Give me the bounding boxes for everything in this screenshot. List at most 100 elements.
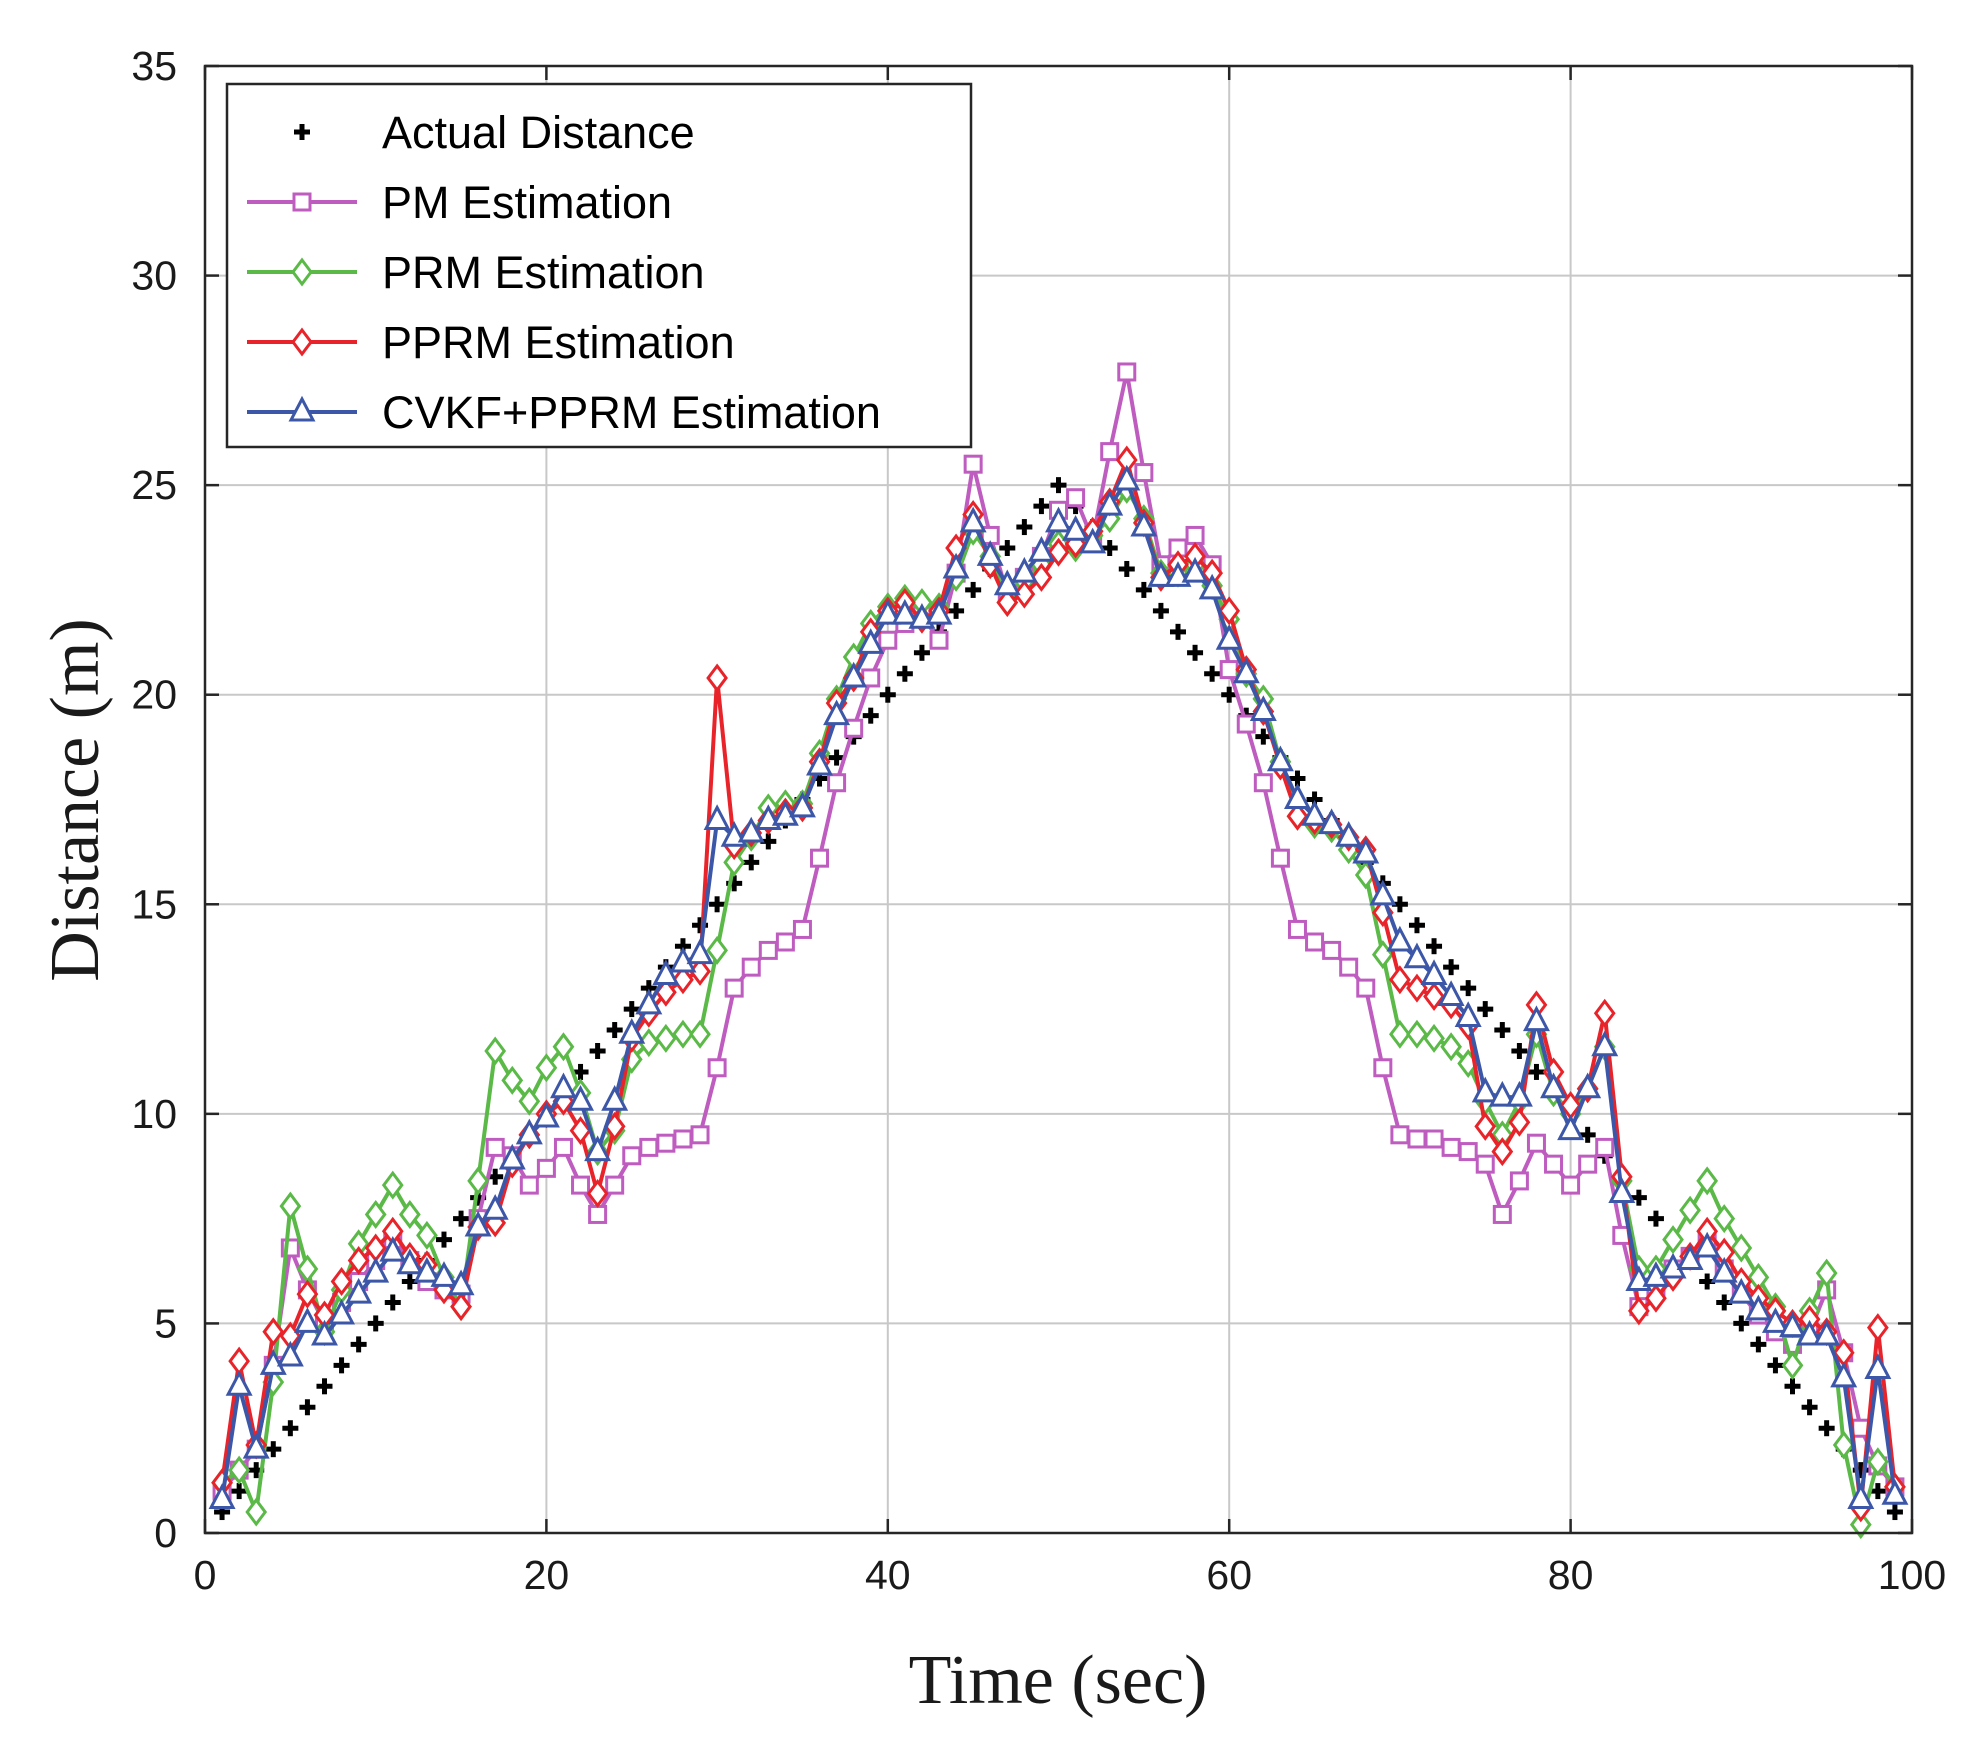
data-point — [1818, 1420, 1835, 1437]
data-point — [1779, 1311, 1806, 1338]
data-point — [567, 1085, 595, 1111]
data-point — [1886, 1504, 1903, 1521]
data-point — [1492, 1204, 1512, 1224]
data-point — [1181, 556, 1209, 583]
data-point — [827, 773, 847, 793]
data-point — [519, 1175, 539, 1195]
grid — [205, 66, 1912, 1533]
data-point — [1730, 1233, 1753, 1263]
data-point — [1440, 1032, 1462, 1062]
data-point — [1420, 959, 1448, 986]
data-point — [262, 1317, 285, 1347]
data-point — [225, 1370, 253, 1396]
data-point — [381, 1170, 404, 1200]
data-point — [896, 665, 913, 682]
y-tick-label: 20 — [131, 672, 177, 718]
data-point — [1389, 1019, 1411, 1049]
data-point — [396, 1248, 424, 1275]
data-point — [879, 686, 896, 703]
data-point — [1101, 540, 1118, 557]
data-point — [655, 1023, 677, 1053]
data-point — [1801, 1399, 1818, 1416]
legend-item: PRM Estimation — [247, 247, 705, 298]
data-point — [1443, 959, 1460, 976]
data-point — [707, 1058, 727, 1078]
data-point — [1356, 978, 1376, 998]
data-point — [1185, 525, 1205, 545]
y-tick-label: 35 — [131, 43, 177, 89]
data-point — [435, 1231, 452, 1248]
data-point — [1647, 1210, 1664, 1227]
data-point — [1187, 644, 1204, 661]
data-point — [231, 1483, 248, 1500]
data-point — [823, 699, 851, 726]
data-point — [1284, 783, 1311, 809]
x-tick-label: 20 — [524, 1552, 570, 1598]
data-point — [672, 1019, 694, 1049]
data-point — [878, 630, 898, 650]
data-point — [265, 1441, 282, 1458]
data-point — [1864, 1353, 1892, 1380]
data-point — [572, 1063, 589, 1080]
data-point — [364, 1199, 387, 1229]
data-point — [1866, 1447, 1889, 1477]
data-point — [1030, 562, 1053, 592]
data-point — [618, 1017, 646, 1044]
data-point — [976, 540, 1004, 566]
data-point — [330, 1267, 353, 1297]
data-point — [1474, 1111, 1497, 1141]
data-point — [1236, 714, 1256, 734]
data-point — [1318, 808, 1346, 835]
data-point — [345, 1277, 373, 1304]
data-point — [840, 661, 868, 688]
data-point — [1693, 1231, 1721, 1258]
data-point — [362, 1256, 390, 1283]
data-point — [532, 1101, 560, 1128]
data-point — [1813, 1319, 1841, 1346]
data-point — [622, 1146, 642, 1166]
data-point — [1423, 981, 1445, 1011]
data-point — [1471, 1076, 1499, 1103]
legend-swatch-marker — [291, 327, 313, 357]
data-point — [1881, 1479, 1909, 1505]
y-tick-label: 30 — [131, 253, 177, 299]
data-point — [228, 1455, 251, 1485]
legend-item: CVKF+PPRM Estimation — [247, 387, 881, 438]
data-point — [1593, 998, 1616, 1028]
x-tick-label: 0 — [194, 1552, 217, 1598]
data-point — [1849, 1510, 1872, 1540]
data-point — [552, 1032, 575, 1062]
data-point — [1713, 1204, 1736, 1234]
data-point — [806, 749, 833, 776]
data-point — [1830, 1361, 1858, 1388]
data-point — [1169, 623, 1186, 640]
plot-frame — [203, 64, 1914, 1535]
data-point — [1079, 527, 1107, 554]
data-point — [672, 965, 694, 995]
data-point — [703, 804, 731, 830]
data-point — [741, 957, 761, 977]
data-point — [1335, 820, 1363, 847]
data-point — [1408, 917, 1425, 934]
data-point — [959, 506, 987, 533]
data-point — [1010, 556, 1038, 583]
data-point — [1301, 800, 1329, 826]
data-point — [925, 598, 953, 625]
data-point — [689, 956, 711, 986]
data-point — [1339, 957, 1359, 977]
data-point — [862, 707, 879, 724]
data-point — [706, 935, 728, 965]
data-point — [993, 569, 1021, 596]
data-point — [384, 1294, 401, 1311]
data-point — [1130, 510, 1158, 537]
legend-label: CVKF+PPRM Estimation — [382, 387, 881, 438]
data-point — [518, 1086, 541, 1116]
data-point — [347, 1246, 370, 1276]
data-point — [1488, 1080, 1516, 1107]
data-point — [515, 1118, 543, 1145]
data-point — [245, 1497, 268, 1527]
data-point — [1477, 1001, 1494, 1018]
data-point — [1403, 942, 1431, 969]
data-point — [501, 1065, 524, 1095]
